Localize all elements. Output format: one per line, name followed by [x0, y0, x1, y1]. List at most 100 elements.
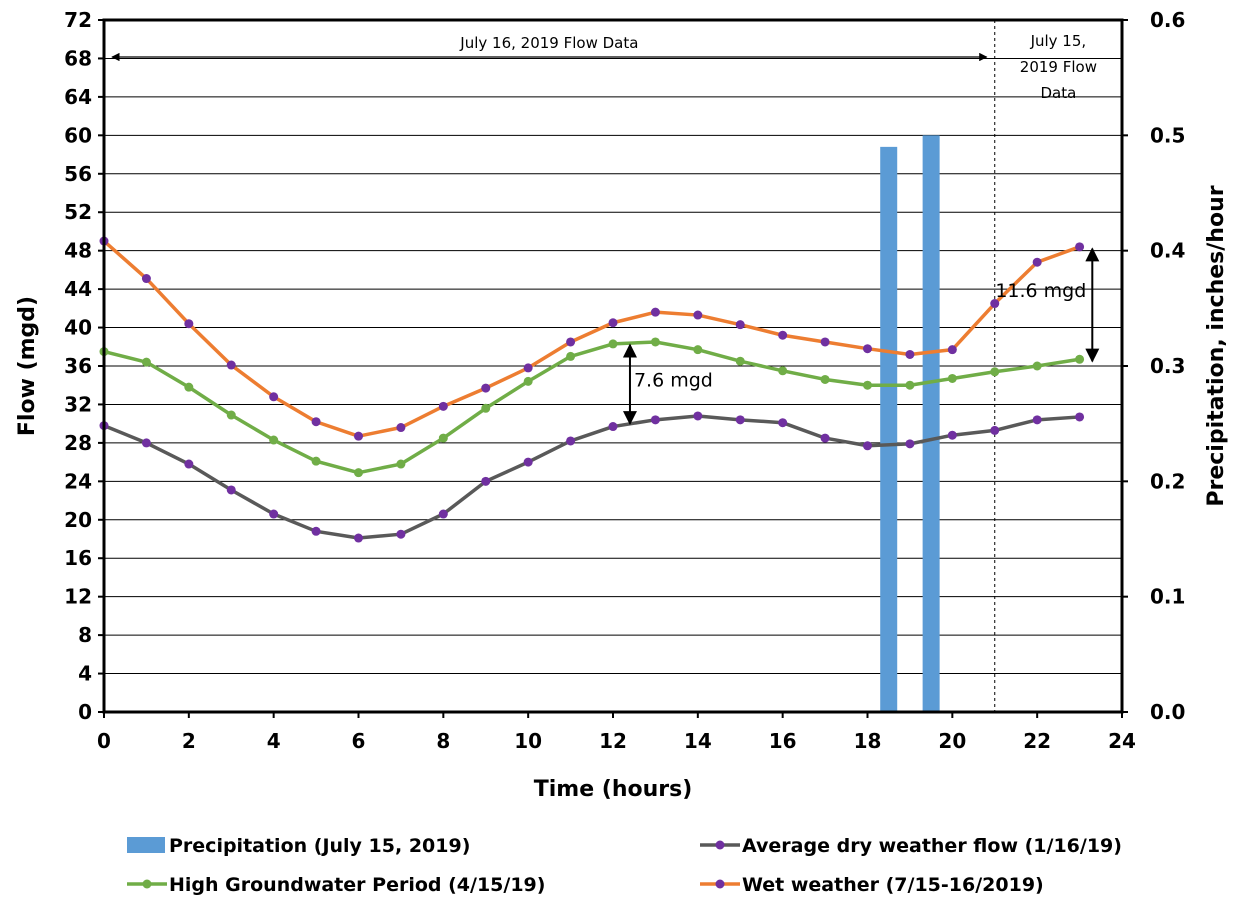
- data-point: [396, 529, 406, 539]
- difference-label: 11.6 mgd: [995, 280, 1086, 302]
- legend-swatch: [127, 837, 165, 853]
- data-point: [990, 367, 1000, 377]
- data-point: [311, 417, 321, 427]
- data-point: [1075, 354, 1085, 364]
- right-span-label: July 15,: [1030, 32, 1087, 50]
- data-point: [863, 344, 872, 354]
- data-point: [481, 403, 491, 413]
- data-point: [693, 345, 703, 355]
- data-point: [608, 339, 618, 349]
- y-tick-label: 64: [64, 85, 92, 109]
- data-point: [905, 349, 915, 359]
- annotations: July 16, 2019 Flow Data July 15, 2019 Flow…: [111, 32, 1100, 426]
- gridlines: [104, 19, 1122, 713]
- legend-label: Wet weather (7/15-16/2019): [742, 874, 1044, 896]
- data-point: [566, 337, 576, 347]
- legend-label: High Groundwater Period (4/15/19): [169, 874, 545, 896]
- x-tick-label: 24: [1108, 729, 1136, 753]
- data-point: [693, 411, 703, 421]
- x-tick-label: 14: [684, 729, 712, 753]
- data-point: [523, 457, 533, 467]
- legend-marker: [142, 879, 152, 889]
- data-point: [650, 415, 660, 425]
- y-tick-label: 60: [64, 123, 92, 147]
- data-point: [947, 430, 957, 440]
- data-point: [735, 415, 745, 425]
- data-point: [1032, 257, 1042, 267]
- x-tick-label: 0: [97, 729, 111, 753]
- data-point: [947, 345, 957, 355]
- y-tick-label: 40: [64, 316, 92, 340]
- data-point: [354, 533, 363, 543]
- data-point: [778, 366, 788, 376]
- y2-axis-title: Precipitation, inches/hour: [1204, 185, 1229, 506]
- x-tick-label: 10: [514, 729, 542, 753]
- y-tick-label: 32: [64, 392, 92, 416]
- data-point: [354, 468, 363, 478]
- data-point: [396, 423, 406, 433]
- x-tick-label: 6: [352, 729, 366, 753]
- data-point: [566, 351, 576, 361]
- y2-tick-label: 0.5: [1150, 123, 1185, 147]
- series-line: [103, 414, 1080, 540]
- data-point: [269, 435, 279, 445]
- y2-tick-label: 0.2: [1150, 469, 1185, 493]
- data-point: [141, 438, 151, 448]
- x-tick-label: 16: [769, 729, 797, 753]
- data-point: [735, 356, 745, 366]
- data-point: [863, 380, 872, 390]
- data-point: [566, 436, 576, 446]
- x-tick-label: 22: [1023, 729, 1051, 753]
- y2-tick-label: 0.6: [1150, 8, 1185, 32]
- difference-label: 7.6 mgd: [634, 369, 713, 391]
- data-point: [778, 418, 788, 428]
- y-tick-label: 16: [64, 546, 92, 570]
- x-tick-label: 18: [854, 729, 882, 753]
- data-point: [1075, 242, 1085, 252]
- data-point: [396, 459, 406, 469]
- legend-label: Average dry weather flow (1/16/19): [742, 835, 1122, 857]
- y-tick-label: 8: [78, 623, 92, 647]
- data-point: [650, 337, 660, 347]
- data-point: [269, 509, 279, 519]
- y-tick-label: 56: [64, 162, 92, 186]
- data-point: [1032, 361, 1042, 371]
- y-tick-label: 4: [78, 662, 92, 686]
- data-point: [905, 439, 915, 449]
- data-point: [438, 509, 448, 519]
- x-tick-label: 12: [599, 729, 627, 753]
- data-point: [438, 401, 448, 411]
- precipitation-bars: [880, 135, 940, 713]
- data-point: [1032, 415, 1042, 425]
- data-point: [311, 526, 321, 536]
- y-tick-label: 28: [64, 431, 92, 455]
- data-point: [141, 274, 151, 284]
- precipitation-bar: [922, 135, 940, 713]
- precipitation-bar: [880, 146, 898, 712]
- data-point: [311, 456, 321, 466]
- y-tick-label: 44: [64, 277, 92, 301]
- series-lines: [99, 236, 1085, 543]
- data-point: [226, 485, 236, 495]
- data-point: [184, 382, 194, 392]
- data-point: [226, 360, 236, 370]
- left-span-label: July 16, 2019 Flow Data: [459, 34, 638, 52]
- data-point: [650, 307, 660, 317]
- data-point: [820, 374, 830, 384]
- data-point: [481, 383, 491, 393]
- data-point: [523, 376, 533, 386]
- data-point: [820, 337, 830, 347]
- data-point: [990, 299, 1000, 309]
- y-tick-label: 48: [64, 239, 92, 263]
- data-point: [820, 433, 830, 443]
- data-point: [481, 476, 491, 486]
- data-point: [608, 318, 618, 328]
- y-tick-label: 68: [64, 46, 92, 70]
- data-point: [141, 357, 151, 367]
- y-tick-label: 12: [64, 585, 92, 609]
- series-line: [103, 340, 1080, 475]
- x-tick-label: 20: [938, 729, 966, 753]
- series-line: [102, 239, 1081, 438]
- data-point: [226, 410, 236, 420]
